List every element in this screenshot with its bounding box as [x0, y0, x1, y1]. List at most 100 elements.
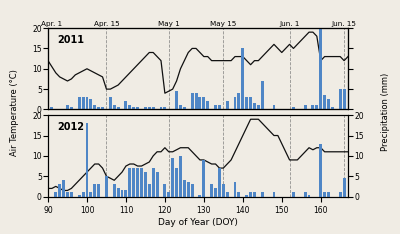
Text: Precipitation (mm): Precipitation (mm): [382, 73, 390, 151]
Bar: [156, 172, 158, 197]
Bar: [253, 103, 256, 110]
Bar: [234, 97, 236, 110]
Bar: [54, 193, 57, 197]
Bar: [234, 182, 236, 197]
Bar: [144, 172, 147, 197]
Bar: [187, 182, 190, 197]
Bar: [312, 105, 314, 110]
Bar: [315, 105, 318, 110]
Bar: [148, 184, 151, 197]
Bar: [132, 107, 135, 110]
Bar: [144, 107, 147, 110]
Bar: [152, 107, 155, 110]
Bar: [117, 188, 120, 197]
Bar: [226, 101, 229, 110]
Bar: [89, 193, 92, 197]
Bar: [241, 48, 244, 110]
Bar: [82, 97, 84, 110]
Bar: [101, 107, 104, 110]
Bar: [214, 188, 217, 197]
Bar: [226, 193, 229, 197]
Bar: [339, 193, 342, 197]
Bar: [272, 193, 276, 197]
Bar: [164, 184, 166, 197]
Bar: [319, 28, 322, 110]
Bar: [175, 91, 178, 110]
Bar: [78, 97, 81, 110]
Bar: [175, 168, 178, 197]
Bar: [292, 107, 295, 110]
Bar: [327, 99, 330, 110]
Bar: [70, 193, 73, 197]
Bar: [202, 160, 205, 197]
Bar: [249, 97, 252, 110]
Bar: [183, 180, 186, 197]
Bar: [93, 184, 96, 197]
Bar: [257, 105, 260, 110]
Bar: [152, 168, 155, 197]
Bar: [62, 180, 65, 197]
Bar: [167, 193, 170, 197]
Bar: [343, 178, 346, 197]
Bar: [120, 190, 124, 197]
Bar: [261, 81, 264, 110]
Bar: [140, 168, 143, 197]
Bar: [191, 184, 194, 197]
Bar: [58, 184, 61, 197]
Bar: [323, 193, 326, 197]
Bar: [105, 176, 108, 197]
Bar: [124, 190, 127, 197]
Bar: [222, 184, 225, 197]
Bar: [117, 107, 120, 110]
Bar: [93, 105, 96, 110]
Bar: [148, 107, 151, 110]
Bar: [304, 105, 307, 110]
Bar: [323, 95, 326, 110]
Bar: [343, 89, 346, 110]
Bar: [292, 193, 295, 197]
Bar: [160, 107, 162, 110]
Bar: [109, 97, 112, 110]
Bar: [261, 193, 264, 197]
Bar: [136, 168, 139, 197]
Bar: [179, 105, 182, 110]
Bar: [86, 97, 88, 110]
Bar: [97, 184, 100, 197]
Bar: [128, 168, 131, 197]
Bar: [198, 194, 202, 197]
Bar: [194, 93, 198, 110]
Bar: [183, 107, 186, 110]
Bar: [128, 105, 131, 110]
Bar: [319, 144, 322, 197]
Bar: [70, 107, 73, 110]
Bar: [113, 105, 116, 110]
Text: 2012: 2012: [57, 122, 84, 132]
Bar: [191, 93, 194, 110]
Bar: [179, 156, 182, 197]
Bar: [331, 107, 334, 110]
Bar: [214, 105, 217, 110]
Bar: [245, 97, 248, 110]
Bar: [327, 193, 330, 197]
Bar: [86, 123, 88, 197]
Bar: [171, 158, 174, 197]
Bar: [50, 107, 53, 110]
Bar: [132, 168, 135, 197]
Bar: [210, 184, 213, 197]
Text: Air Temperature (°C): Air Temperature (°C): [10, 69, 19, 156]
Bar: [249, 193, 252, 197]
Bar: [272, 105, 276, 110]
Bar: [66, 193, 69, 197]
Bar: [82, 193, 84, 197]
Bar: [66, 105, 69, 110]
Bar: [164, 107, 166, 110]
Bar: [218, 105, 221, 110]
Text: 2011: 2011: [57, 35, 84, 45]
Bar: [78, 194, 81, 197]
Bar: [245, 194, 248, 197]
Bar: [253, 193, 256, 197]
Bar: [198, 97, 202, 110]
Bar: [308, 194, 310, 197]
Bar: [89, 99, 92, 110]
Bar: [206, 101, 209, 110]
